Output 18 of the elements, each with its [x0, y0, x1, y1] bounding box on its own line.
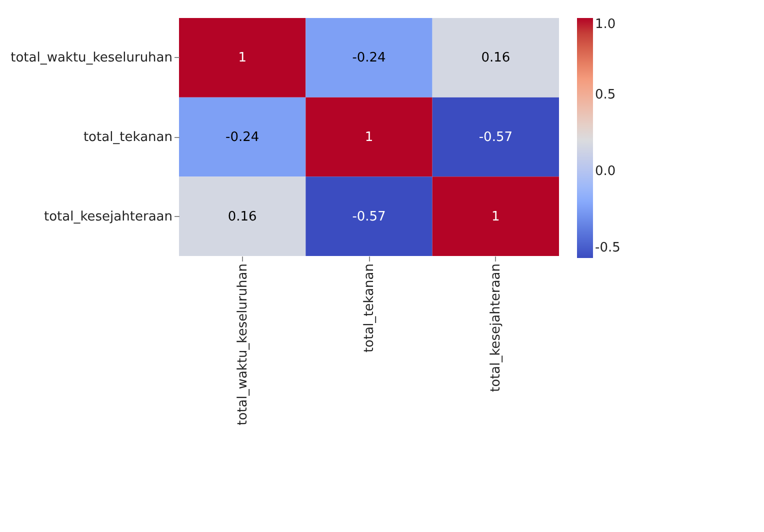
color-bar-label: 1.0 [595, 17, 616, 32]
data-label: 1 [364, 130, 374, 145]
y-tick-label: total_tekanan [83, 130, 172, 145]
data-label: -0.57 [352, 209, 386, 224]
data-label: -0.57 [478, 130, 512, 145]
data-label: 0.16 [228, 209, 257, 224]
x-tick-label: total_tekanan [362, 264, 377, 353]
x-tick-label: total_kesejahteraan [488, 264, 504, 392]
data-label: -0.24 [226, 130, 260, 145]
y-tick-label: total_waktu_keseluruhan [10, 50, 172, 66]
data-label: 0.16 [481, 50, 510, 66]
color-bar-label: -0.5 [595, 240, 620, 256]
color-bar-label: 0.5 [595, 87, 616, 102]
color-bar-label: 0.0 [595, 164, 616, 179]
data-label: -0.24 [352, 50, 386, 66]
y-tick-label: total_kesejahteraan [44, 209, 172, 224]
data-label: 1 [238, 50, 246, 66]
data-label: 1 [492, 209, 500, 224]
